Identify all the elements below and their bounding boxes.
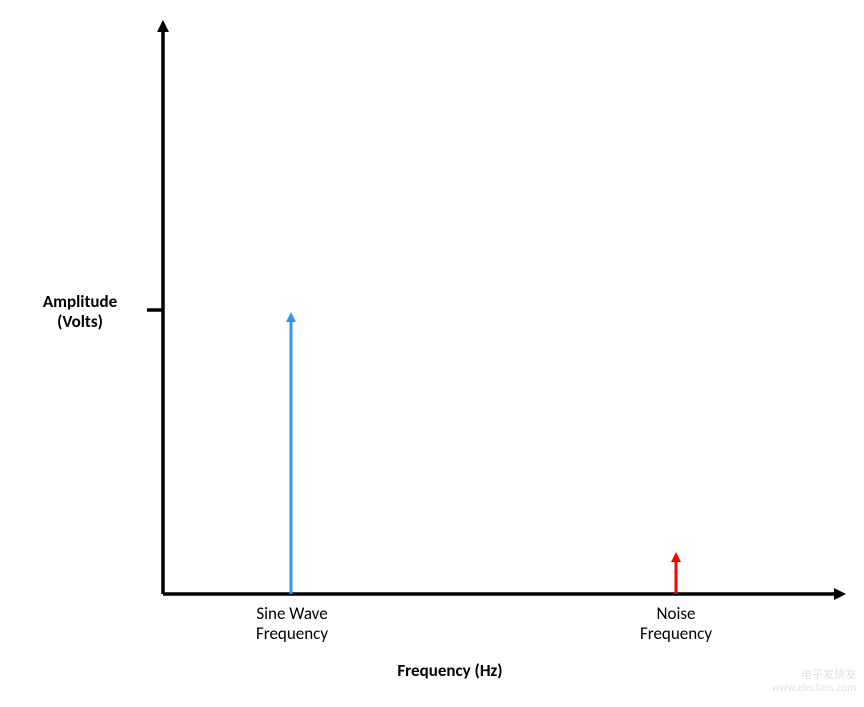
y-axis-label-line2: (Volts) [57, 311, 103, 332]
noise-label: Noise Frequency [616, 604, 736, 645]
watermark-line2: www.elecfans.com [772, 681, 856, 694]
x-axis-label: Frequency (Hz) [350, 660, 550, 681]
sine-wave-label-line1: Sine Wave [256, 603, 327, 624]
frequency-spectrum-chart: Amplitude (Volts) Frequency (Hz) Sine Wa… [0, 0, 864, 702]
noise-label-line2: Frequency [640, 623, 712, 644]
y-axis-label-line1: Amplitude [43, 291, 117, 312]
y-axis-label: Amplitude (Volts) [10, 292, 150, 333]
x-axis-label-text: Frequency (Hz) [397, 660, 502, 681]
noise-label-line1: Noise [657, 603, 696, 624]
watermark-line1: 电子发烧友 [801, 668, 856, 681]
sine-wave-label-line2: Frequency [256, 623, 328, 644]
sine-wave-label: Sine Wave Frequency [232, 604, 352, 645]
watermark: 电子发烧友 www.elecfans.com [772, 668, 856, 694]
chart-svg [0, 0, 864, 702]
